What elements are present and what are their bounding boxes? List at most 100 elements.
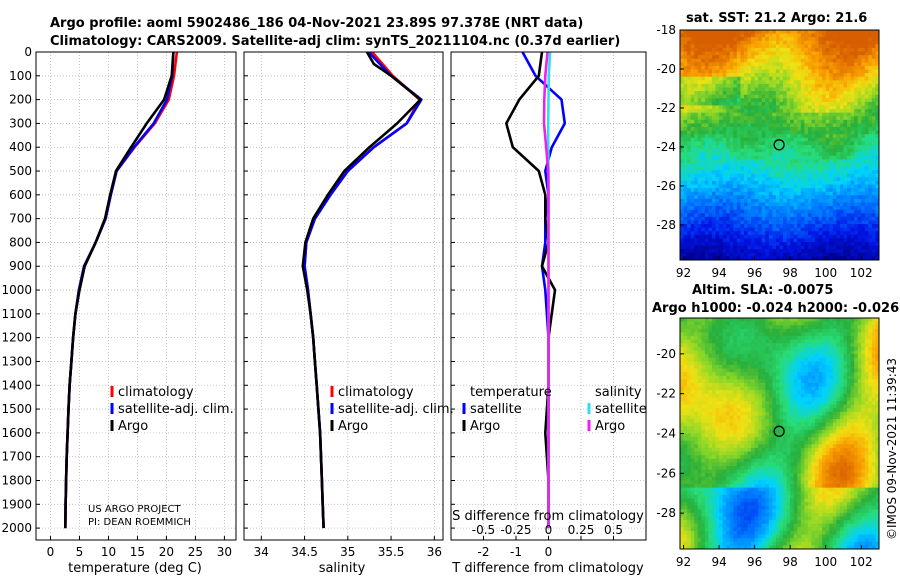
map-cell [797,332,802,337]
map-cell [822,170,827,175]
map-cell [729,216,734,222]
map-cell [747,206,752,211]
map-cell [765,137,770,142]
map-cell [719,130,724,135]
map-cell [736,30,742,35]
map-cell [868,231,873,236]
map-cell [822,249,827,254]
map-cell [754,123,759,128]
map-cell [864,216,869,222]
map-cell [811,238,816,243]
map-cell [708,368,713,373]
map-cell [861,127,866,132]
map-cell [726,30,731,35]
map-cell [829,166,834,171]
map-cell [765,354,770,359]
map-cell [690,47,695,53]
map-cell [740,105,745,110]
map-cell [747,227,752,232]
map-cell [843,134,848,139]
map-cell [768,346,773,352]
map-cell [711,386,717,391]
map-cell [822,245,827,250]
map-cell [772,252,777,257]
map-cell [832,123,837,128]
map-cell [783,51,788,56]
map-cell [683,336,688,341]
map-cell [843,98,848,103]
y-tick-label: 1000 [1,283,32,297]
map-cell [857,209,862,214]
map-cell [704,256,710,260]
map-cell [754,137,759,142]
map-cell [832,130,837,135]
map-cell [768,116,773,121]
map-cell [825,37,830,42]
map-cell [857,361,862,366]
map-cell [722,195,727,200]
map-cell [729,123,734,128]
map-cell [822,159,827,164]
map-x-tick-label: 92 [676,266,691,280]
map-cell [850,69,855,74]
map-cell [847,55,852,60]
map-cell [850,336,855,341]
map-cell [818,231,823,236]
map-cell [715,191,720,196]
map-cell [740,346,745,352]
map-cell [697,256,702,260]
map-cell [754,116,759,121]
map-cell [715,170,720,175]
map-cell [740,220,745,225]
map-cell [690,180,695,186]
map-cell [775,91,781,96]
map-cell [861,375,866,380]
map-cell [832,332,837,337]
map-cell [711,76,717,81]
map-cell [768,350,773,355]
map-cell [722,206,727,211]
map-cell [843,112,848,117]
map-cell [832,188,837,193]
map-cell [697,127,702,132]
map-cell [811,109,816,114]
map-cell [854,245,859,250]
map-cell [736,328,742,334]
map-cell [722,252,727,257]
map-cell [783,357,788,362]
map-cell [683,33,688,38]
map-cell [726,364,731,370]
map-cell [708,134,713,139]
map-cell [708,137,713,142]
map-cell [815,47,820,53]
map-cell [850,368,855,373]
map-cell [765,195,770,200]
map-cell [768,195,773,200]
map-cell [818,238,823,243]
map-cell [726,234,731,240]
map-cell [690,361,695,366]
map-cell [690,105,695,110]
map-cell [747,339,752,344]
map-cell [815,379,820,384]
map-cell [747,130,752,135]
map-cell [832,184,837,189]
map-cell [871,152,877,157]
map-cell [783,119,788,125]
map-cell [729,73,734,78]
map-cell [758,116,763,121]
map-cell [825,47,830,53]
map-cell [850,184,855,189]
map-cell [768,188,773,193]
map-cell [704,47,710,53]
map-cell [701,109,706,114]
map-cell [804,145,809,150]
map-cell [715,119,720,125]
map-cell [861,51,866,56]
map-cell [704,119,710,125]
x-tick-label: 0 [545,545,553,559]
map-cell [687,101,692,107]
map-cell [871,195,877,200]
map-cell [747,375,752,380]
map-cell [775,148,781,153]
